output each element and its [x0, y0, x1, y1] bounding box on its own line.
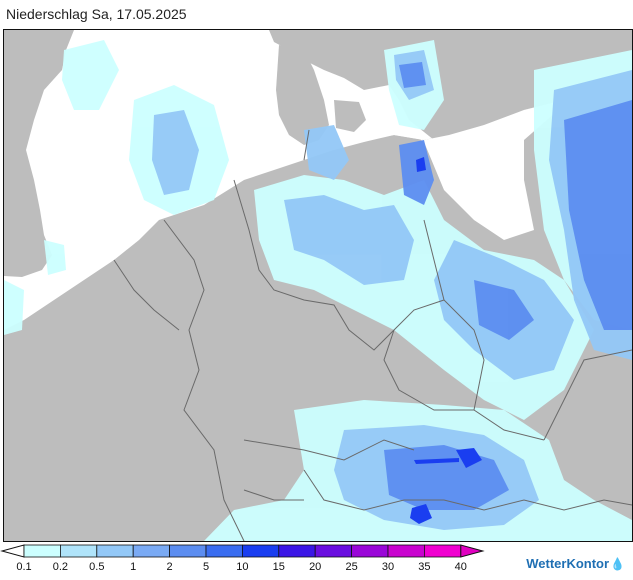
precipitation-legend: 0.1 0.2 0.5 1 2 5 10 15 20 25 30 35 40: [0, 541, 520, 580]
legend-label: 15: [272, 561, 285, 573]
legend-swatch: [132, 544, 170, 558]
legend-label: 20: [309, 561, 322, 573]
legend-left-arrow: [0, 544, 25, 558]
wetterkontor-logo: WetterKontor💧: [526, 556, 625, 571]
legend-label: 0.5: [89, 561, 105, 573]
legend-swatch: [278, 544, 316, 558]
legend-swatch: [169, 544, 207, 558]
legend-label: 30: [381, 561, 395, 573]
legend-label: 2: [166, 561, 173, 573]
land-uk: [4, 30, 74, 277]
legend-swatch: [205, 544, 243, 558]
land-scandinavia: [269, 30, 632, 140]
legend-swatch: [314, 544, 353, 558]
legend-label: 40: [454, 561, 467, 573]
legend-swatch: [351, 544, 389, 558]
legend-label: 0.1: [16, 561, 32, 573]
legend-swatch: [96, 544, 134, 558]
land-denmark-islands: [334, 100, 366, 132]
precip-max: [410, 157, 482, 524]
legend-label: 5: [202, 561, 210, 573]
legend-swatch: [23, 544, 61, 558]
map-title: Niederschlag Sa, 17.05.2025: [6, 6, 187, 22]
legend-swatch: [387, 544, 425, 558]
legend-right-arrow: [460, 544, 485, 558]
land-denmark: [276, 45, 329, 145]
country-borders: [113, 129, 632, 541]
legend-swatch: [423, 544, 462, 558]
legend-label: 35: [418, 561, 431, 573]
legend-label: 25: [345, 561, 358, 573]
precipitation-map[interactable]: [3, 29, 633, 542]
legend-label: 10: [236, 561, 249, 573]
legend-label: 0.2: [52, 561, 69, 573]
legend-swatch: [241, 544, 280, 558]
baltic-sea: [364, 75, 632, 240]
legend-swatch: [60, 544, 98, 558]
legend-label: 1: [130, 561, 137, 573]
brand-name: WetterKontor: [526, 556, 610, 571]
drops-icon: 💧: [610, 557, 625, 571]
